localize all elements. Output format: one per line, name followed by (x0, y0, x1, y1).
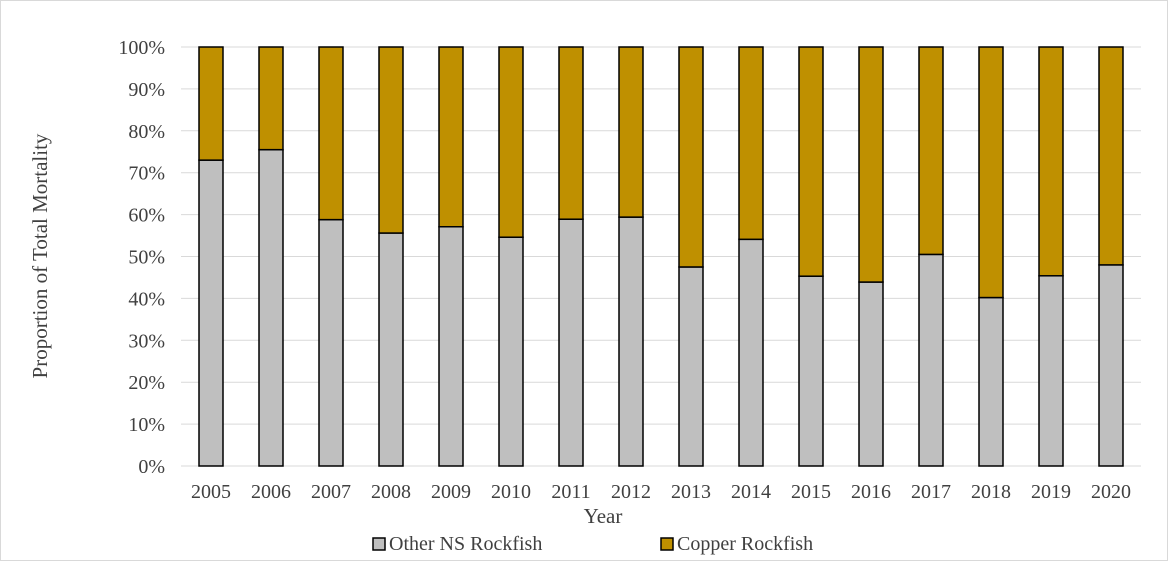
bar-copper-rockfish-2018 (978, 46, 1004, 299)
bar-copper-rockfish-2020 (1098, 46, 1124, 266)
x-tick-label: 2006 (251, 481, 291, 503)
bar-copper-rockfish-2012 (618, 46, 644, 218)
bar-copper-rockfish-2006 (258, 46, 284, 151)
x-axis-ticks: 2005 2006 2007 2008 2009 2010 2011 2012 2013 2014… (191, 481, 1131, 503)
legend: Other NS Rockfish Copper Rockfish (372, 533, 813, 555)
bar-other-ns-rockfish-2008 (378, 232, 404, 467)
bars (198, 46, 1124, 467)
y-axis-ticks: 0% 10% 20% 30% 40% 50% 60% 70% 80% 90% 100% (118, 37, 165, 478)
y-tick-label: 0% (138, 456, 165, 478)
y-tick-label: 100% (118, 37, 165, 59)
bar-copper-rockfish-2017 (918, 46, 944, 256)
x-tick-label: 2005 (191, 481, 231, 503)
bar-copper-rockfish-2005 (198, 46, 224, 161)
bar-other-ns-rockfish-2012 (618, 216, 644, 467)
x-tick-label: 2015 (791, 481, 831, 503)
x-tick-label: 2019 (1031, 481, 1071, 503)
y-tick-label: 20% (128, 372, 165, 394)
x-tick-label: 2010 (491, 481, 531, 503)
bar-other-ns-rockfish-2007 (318, 218, 344, 467)
y-tick-label: 30% (128, 330, 165, 352)
bar-other-ns-rockfish-2006 (258, 148, 284, 467)
x-tick-label: 2013 (671, 481, 711, 503)
x-tick-label: 2014 (731, 481, 771, 503)
bar-other-ns-rockfish-2018 (978, 296, 1004, 467)
y-tick-label: 50% (128, 247, 165, 269)
y-tick-label: 70% (128, 163, 165, 185)
bar-copper-rockfish-2010 (498, 46, 524, 238)
bar-copper-rockfish-2016 (858, 46, 884, 283)
x-tick-label: 2020 (1091, 481, 1131, 503)
legend-swatch (372, 537, 386, 551)
bar-other-ns-rockfish-2015 (798, 275, 824, 467)
y-axis-title: Proportion of Total Mortality (28, 133, 52, 378)
y-tick-label: 60% (128, 205, 165, 227)
bar-other-ns-rockfish-2017 (918, 253, 944, 467)
bar-other-ns-rockfish-2016 (858, 281, 884, 467)
bar-copper-rockfish-2008 (378, 46, 404, 234)
bar-other-ns-rockfish-2014 (738, 238, 764, 467)
bar-other-ns-rockfish-2011 (558, 218, 584, 467)
bar-other-ns-rockfish-2020 (1098, 264, 1124, 467)
bar-other-ns-rockfish-2010 (498, 236, 524, 467)
bar-copper-rockfish-2011 (558, 46, 584, 220)
x-tick-label: 2016 (851, 481, 891, 503)
y-tick-label: 40% (128, 288, 165, 310)
y-tick-label: 80% (128, 121, 165, 143)
x-tick-label: 2017 (911, 481, 951, 503)
x-tick-label: 2009 (431, 481, 471, 503)
bar-other-ns-rockfish-2009 (438, 226, 464, 467)
bar-other-ns-rockfish-2013 (678, 266, 704, 467)
x-tick-label: 2008 (371, 481, 411, 503)
legend-swatch (660, 537, 674, 551)
bar-copper-rockfish-2019 (1038, 46, 1064, 277)
legend-label: Other NS Rockfish (389, 533, 542, 555)
bar-copper-rockfish-2013 (678, 46, 704, 268)
legend-label: Copper Rockfish (677, 533, 813, 555)
bar-copper-rockfish-2009 (438, 46, 464, 228)
x-tick-label: 2007 (311, 481, 351, 503)
bar-copper-rockfish-2014 (738, 46, 764, 241)
x-axis-title: Year (584, 504, 623, 528)
x-tick-label: 2012 (611, 481, 651, 503)
y-tick-label: 10% (128, 414, 165, 436)
x-tick-label: 2018 (971, 481, 1011, 503)
bar-copper-rockfish-2015 (798, 46, 824, 277)
x-tick-label: 2011 (551, 481, 590, 503)
y-tick-label: 90% (128, 79, 165, 101)
bar-other-ns-rockfish-2005 (198, 159, 224, 467)
bar-other-ns-rockfish-2019 (1038, 275, 1064, 467)
bar-copper-rockfish-2007 (318, 46, 344, 221)
